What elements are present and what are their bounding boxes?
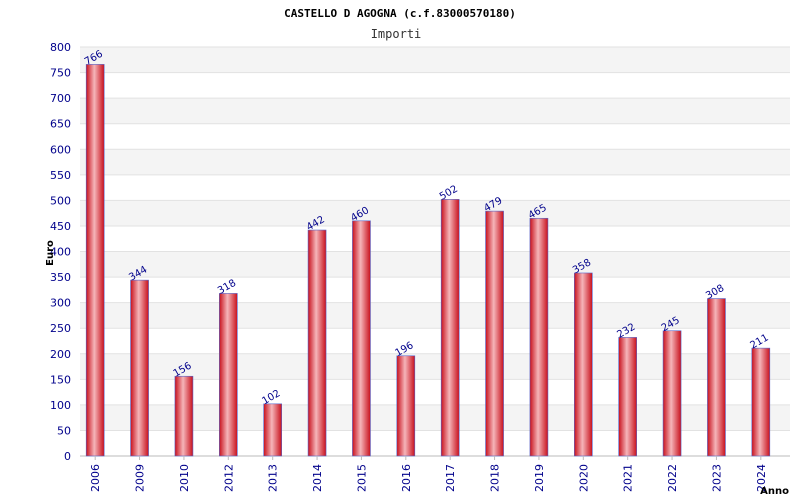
x-tick-label: 2006 — [89, 464, 102, 492]
grid-band — [80, 72, 790, 99]
bar — [174, 375, 194, 457]
y-tick-label: 350 — [50, 271, 71, 284]
grid-band — [80, 251, 790, 278]
chart-title: CASTELLO D AGOGNA (c.f.83000570180) — [284, 7, 516, 20]
y-tick-label: 150 — [50, 373, 71, 386]
y-tick-label: 600 — [50, 143, 71, 156]
grid-band — [80, 149, 790, 175]
y-axis-label: Euro — [45, 240, 56, 266]
y-tick-label: 500 — [50, 194, 71, 207]
grid-band — [80, 328, 790, 354]
x-tick-label: 2014 — [311, 464, 324, 492]
bar — [707, 298, 726, 457]
chart-subtitle: Importi — [371, 27, 422, 41]
x-tick-label: 2022 — [666, 464, 679, 492]
grid-band — [80, 47, 790, 73]
x-tick-label: 2013 — [267, 464, 280, 492]
x-tick-label: 2020 — [577, 464, 590, 492]
grid-band — [80, 225, 790, 252]
y-tick-label: 450 — [50, 220, 71, 233]
x-tick-label: 2021 — [622, 464, 635, 492]
grid-band — [80, 174, 790, 201]
y-tick-label: 550 — [50, 169, 71, 182]
bar — [662, 330, 682, 457]
x-tick-label: 2010 — [178, 464, 191, 492]
x-tick-label: 2017 — [444, 464, 457, 492]
bar — [485, 210, 504, 457]
y-tick-label: 650 — [50, 118, 71, 131]
grid-band — [80, 277, 790, 303]
y-tick-label: 50 — [57, 424, 71, 437]
bar — [85, 64, 105, 457]
bar — [219, 293, 238, 457]
bar — [263, 403, 282, 457]
grid-band — [80, 200, 790, 226]
y-tick-label: 250 — [50, 322, 71, 335]
x-tick-label: 2018 — [489, 464, 502, 492]
x-tick-label: 2016 — [400, 464, 413, 492]
x-tick-label: 2009 — [134, 464, 147, 492]
y-tick-label: 0 — [64, 450, 71, 463]
bar — [529, 217, 549, 457]
y-tick-label: 400 — [50, 246, 71, 259]
x-axis-label: Anno — [760, 486, 789, 497]
x-tick-label: 2012 — [222, 464, 235, 492]
bar — [440, 199, 460, 457]
x-axis: 2006 2009 2010 2012 2013 2014 2015 2016 2017 2018… — [89, 456, 768, 492]
bar — [396, 355, 416, 457]
bar — [751, 347, 771, 457]
x-tick-label: 2023 — [710, 464, 723, 492]
grid-band — [80, 123, 790, 150]
y-axis: 0 50 100 150 200 250 300 350 400 450 500 550 600 650 7… — [50, 41, 71, 463]
y-tick-label: 700 — [50, 92, 71, 105]
y-tick-label: 750 — [50, 67, 71, 80]
y-tick-label: 300 — [50, 297, 71, 310]
grid-band — [80, 302, 790, 329]
grid-band — [80, 98, 790, 124]
bar — [307, 229, 327, 457]
y-tick-label: 200 — [50, 348, 71, 361]
x-tick-label: 2019 — [533, 464, 546, 492]
bar — [574, 272, 593, 457]
x-tick-label: 2015 — [355, 464, 368, 492]
x-tick-label: 2024 — [755, 464, 768, 492]
bar — [618, 337, 637, 457]
bar — [352, 220, 371, 457]
y-tick-label: 100 — [50, 399, 71, 412]
y-tick-label: 800 — [50, 41, 71, 54]
bar — [130, 279, 149, 457]
